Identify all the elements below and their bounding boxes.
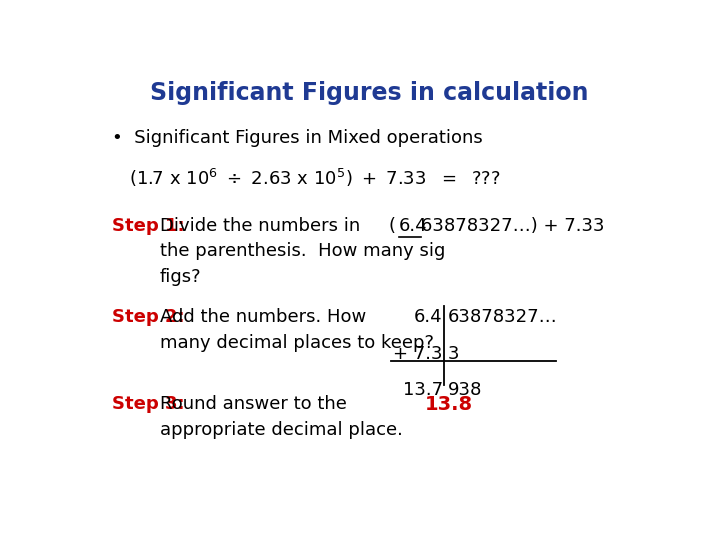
Text: Step 2:: Step 2:	[112, 308, 185, 326]
Text: 6.4: 6.4	[399, 217, 427, 234]
Text: Step 3:: Step 3:	[112, 395, 185, 413]
Text: + 7.3: + 7.3	[393, 345, 443, 363]
Text: Significant Figures in calculation: Significant Figures in calculation	[150, 82, 588, 105]
Text: •  Significant Figures in Mixed operations: • Significant Figures in Mixed operation…	[112, 129, 483, 147]
Text: 13.7: 13.7	[402, 381, 443, 399]
Text: 938: 938	[448, 381, 482, 399]
Text: Add the numbers. How
many decimal places to keep?: Add the numbers. How many decimal places…	[160, 308, 433, 352]
Text: Round answer to the
appropriate decimal place.: Round answer to the appropriate decimal …	[160, 395, 402, 439]
Text: 63878327…: 63878327…	[448, 308, 557, 326]
Text: 13.8: 13.8	[425, 395, 473, 414]
Text: Step 1:: Step 1:	[112, 217, 185, 234]
Text: 3: 3	[448, 345, 459, 363]
Text: Divide the numbers in
the parenthesis.  How many sig
figs?: Divide the numbers in the parenthesis. H…	[160, 217, 445, 286]
Text: $(1.7\ \mathrm{x}\ 10^6\ \div\ 2.63\ \mathrm{x}\ 10^5)\ +\ 7.33\ \ =\ \ ???$: $(1.7\ \mathrm{x}\ 10^6\ \div\ 2.63\ \ma…	[129, 167, 501, 189]
Text: 63878327…) + 7.33: 63878327…) + 7.33	[421, 217, 604, 234]
Text: (: (	[389, 217, 395, 234]
Text: 6.4: 6.4	[414, 308, 443, 326]
